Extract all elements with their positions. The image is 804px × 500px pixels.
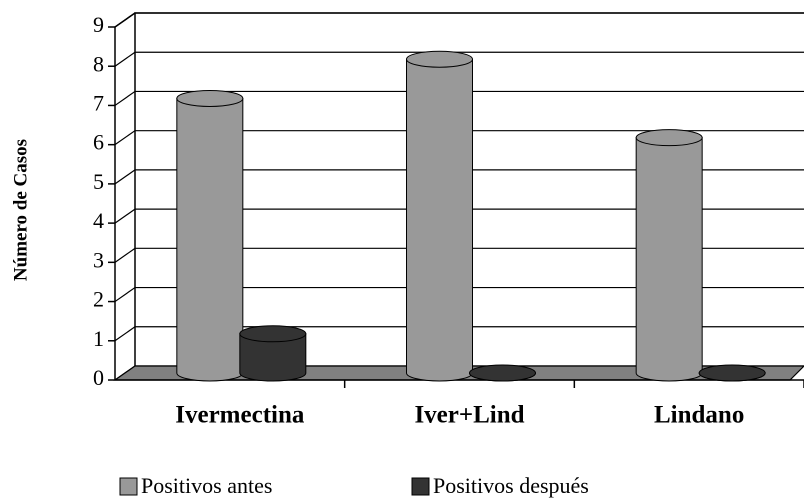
grid-line (114, 208, 804, 224)
y-tick-label: 3 (93, 247, 104, 272)
legend-label: Positivos antes (141, 473, 272, 498)
x-tick-label: Ivermectina (175, 402, 305, 429)
bar (239, 333, 307, 382)
bar-top (635, 129, 703, 147)
grid-line (114, 90, 804, 106)
bar-top (698, 364, 766, 382)
grid-line (114, 130, 804, 146)
legend-label: Positivos después (433, 473, 589, 498)
y-tick-label: 6 (93, 130, 104, 155)
y-axis-label: Número de Casos (10, 139, 31, 281)
y-tick-label: 9 (93, 12, 104, 37)
grid-line (114, 169, 804, 185)
x-tick-label: Iver+Lind (414, 402, 524, 429)
bar-top (469, 364, 536, 382)
grid-line (114, 286, 804, 303)
grid-line (114, 51, 804, 67)
bar-top (239, 325, 307, 343)
y-tick-label: 0 (93, 365, 104, 390)
bar-top (406, 50, 473, 68)
legend-swatch (411, 477, 430, 496)
y-tick-label: 7 (93, 90, 104, 115)
side-wall (114, 12, 136, 380)
grid-line (114, 12, 804, 28)
bar (406, 58, 473, 382)
y-tick-label: 1 (93, 326, 104, 351)
y-tick-label: 2 (93, 287, 104, 312)
grid-line (114, 326, 804, 342)
x-tick-label: Lindano (654, 402, 744, 429)
y-tick-label: 8 (93, 51, 104, 76)
legend-swatch (119, 477, 138, 496)
bar (635, 137, 703, 382)
y-tick-label: 5 (93, 169, 104, 194)
y-tick-label: 4 (93, 208, 104, 233)
bar-top (176, 89, 244, 107)
bar (176, 97, 244, 382)
grid-line (114, 247, 804, 263)
